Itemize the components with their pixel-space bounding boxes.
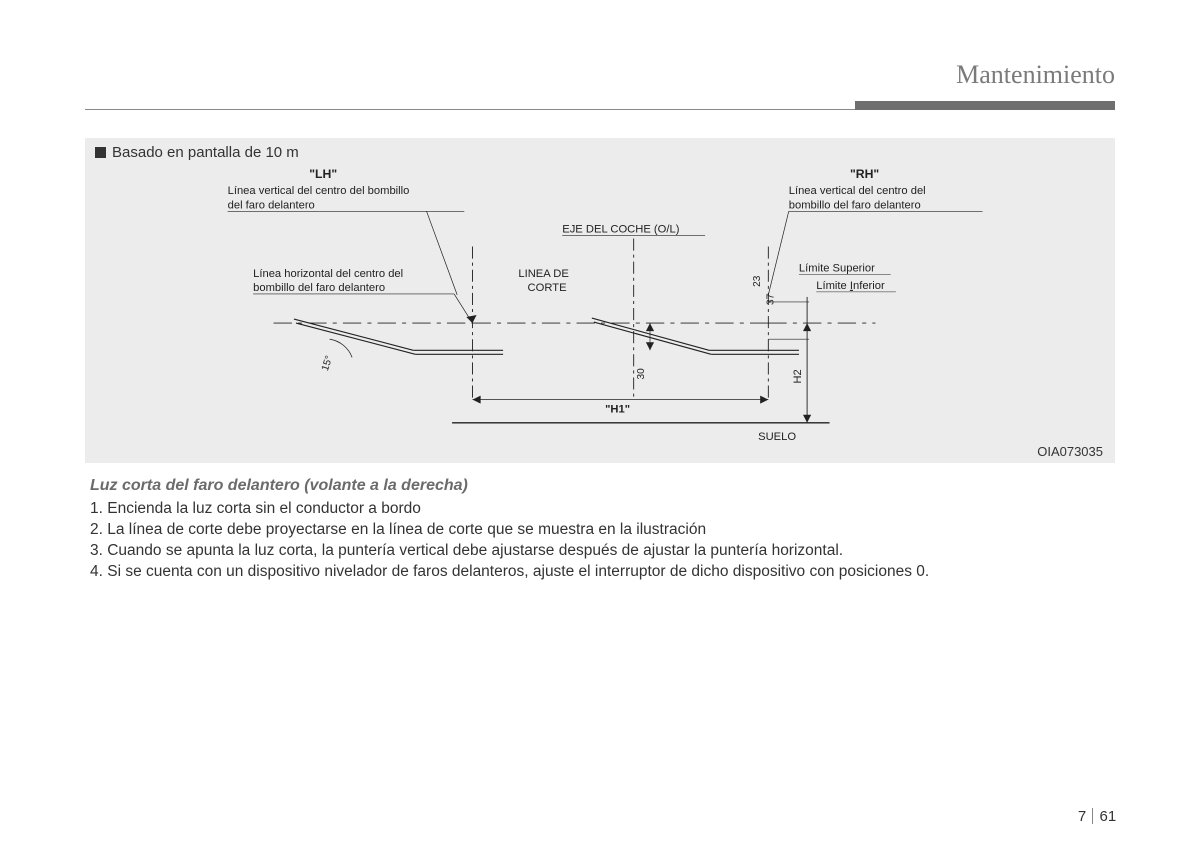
h2-label: H2	[792, 369, 804, 383]
chapter-number: 7	[1078, 808, 1086, 825]
upper-limit-label: Límite Superior	[799, 263, 875, 275]
cutline-label-1: LINEA DE	[518, 268, 568, 280]
angle-15-label: 15°	[320, 355, 335, 373]
figure-code: OIA073035	[1037, 444, 1103, 459]
cutoff-lh	[294, 319, 503, 354]
page-header: Mantenimiento	[85, 50, 1115, 110]
dim-37: 37	[765, 293, 776, 305]
lh-vert-caption-1: Línea vertical del centro del bombillo	[228, 185, 410, 197]
rh-label: "RH"	[850, 167, 879, 181]
lh-vert-caption-2: del faro delantero	[228, 199, 315, 211]
page-title: Mantenimiento	[956, 60, 1115, 90]
horiz-caption-2: bombillo del faro delantero	[253, 282, 385, 294]
section-heading: Luz corta del faro delantero (volante a …	[90, 477, 1115, 495]
dim-23: 23	[752, 275, 763, 287]
step-4: 4. Si se cuenta con un dispositivo nivel…	[90, 562, 1115, 583]
rh-vert-caption-1: Línea vertical del centro del	[789, 185, 926, 197]
diagram-caption: Basado en pantalla de 10 m	[95, 144, 1105, 161]
step-2: 2. La línea de corte debe proyectarse en…	[90, 520, 1115, 541]
step-3: 3. Cuando se apunta la luz corta, la pun…	[90, 541, 1115, 562]
cutline-label-2: CORTE	[528, 282, 567, 294]
ground-label: SUELO	[758, 431, 796, 443]
h1-label: "H1"	[605, 404, 630, 416]
lower-limit-label: Límite Inferior	[816, 280, 885, 292]
lh-label: "LH"	[309, 167, 337, 181]
horiz-caption-1: Línea horizontal del centro del	[253, 268, 403, 280]
rh-vert-caption-2: bombillo del faro delantero	[789, 199, 921, 211]
page-footer: 7 61	[1072, 808, 1122, 825]
axis-label: EJE DEL COCHE (O/L)	[562, 224, 679, 236]
step-1: 1. Encienda la luz corta sin el conducto…	[90, 499, 1115, 520]
instructions-section: Luz corta del faro delantero (volante a …	[85, 477, 1115, 583]
diagram-svg: "LH" "RH" Línea vertical del centro del …	[95, 166, 1105, 453]
headlamp-diagram: Basado en pantalla de 10 m "LH" "RH" Lín…	[85, 138, 1115, 463]
page-number: 61	[1100, 808, 1117, 825]
dim-30: 30	[636, 368, 647, 380]
header-accent-bar	[855, 101, 1115, 110]
